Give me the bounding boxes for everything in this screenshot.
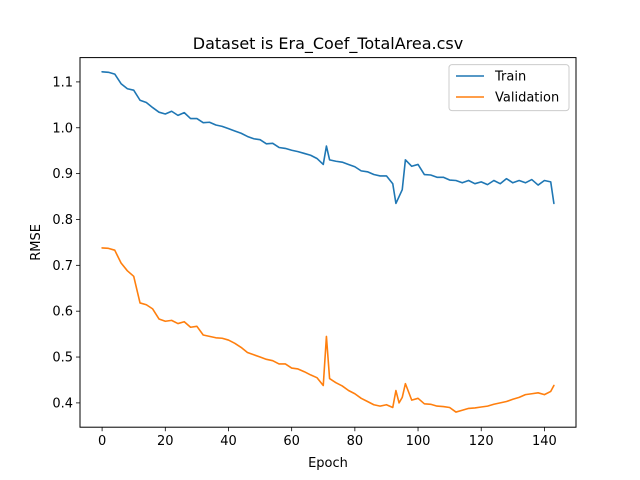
y-axis-label: RMSE: [29, 224, 44, 261]
x-tick-label: 0: [98, 434, 106, 449]
x-tick-label: 100: [406, 434, 431, 449]
x-ticks: 0 20 40 60 80 100 120 140: [98, 427, 557, 449]
series-layer: [101, 71, 555, 413]
plot-area-frame: [79, 57, 577, 428]
y-tick-label: 0.5: [52, 351, 73, 366]
y-tick-label: 0.4: [52, 396, 73, 411]
y-tick-label: 0.7: [52, 259, 73, 274]
x-tick-label: 40: [220, 434, 237, 449]
chart-title: Dataset is Era_Coef_TotalArea.csv: [193, 34, 463, 54]
y-tick-label: 1.0: [52, 121, 73, 136]
y-tick-label: 0.8: [52, 213, 73, 228]
y-ticks: 0.4 0.5 0.6 0.7 0.8 0.9 1.0 1.1: [52, 75, 80, 411]
series-line-validation: [101, 247, 555, 413]
legend: Train Validation: [448, 64, 570, 112]
x-tick-label: 120: [469, 434, 494, 449]
y-tick-label: 0.6: [52, 305, 73, 320]
y-tick-label: 1.1: [52, 75, 73, 90]
x-tick-label: 140: [532, 434, 557, 449]
series-line-train: [101, 71, 555, 205]
legend-label-train: Train: [494, 70, 526, 85]
legend-label-validation: Validation: [495, 91, 559, 106]
x-axis-label: Epoch: [308, 456, 348, 471]
x-tick-label: 60: [283, 434, 300, 449]
x-tick-label: 20: [157, 434, 174, 449]
y-tick-label: 0.9: [52, 167, 73, 182]
x-tick-label: 80: [347, 434, 364, 449]
